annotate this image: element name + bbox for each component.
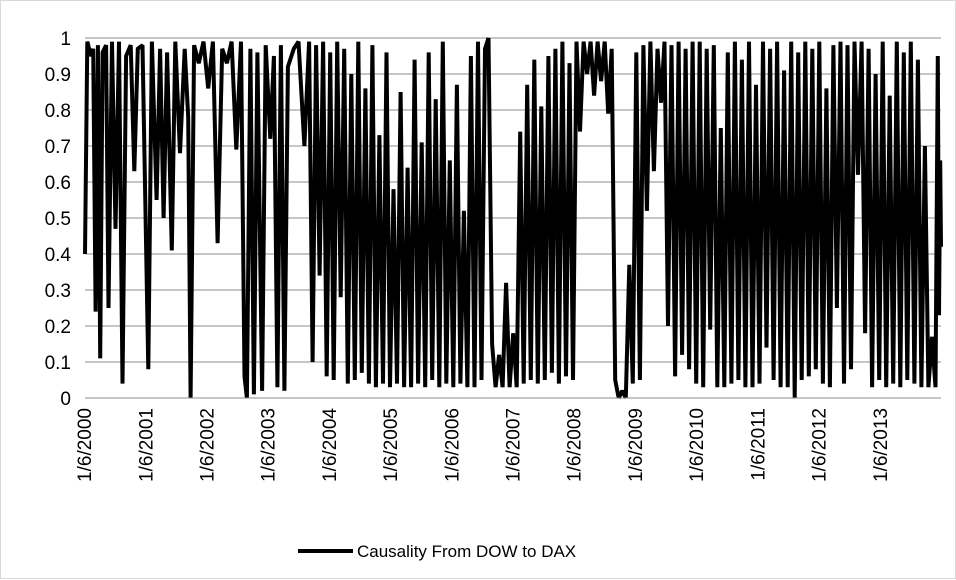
y-tick-label: 0.9 xyxy=(45,65,71,86)
y-tick-label: 1 xyxy=(60,29,71,50)
x-tick-label: 1/6/2007 xyxy=(504,408,525,482)
y-tick-label: 0.5 xyxy=(45,209,71,230)
y-tick-label: 0.2 xyxy=(45,317,71,338)
x-tick-label: 1/6/2002 xyxy=(198,408,219,482)
x-tick-label: 1/6/2005 xyxy=(381,408,402,482)
y-tick-label: 0.1 xyxy=(45,353,71,374)
gridlines xyxy=(85,37,941,363)
y-tick-label: 0.8 xyxy=(45,101,71,122)
series-layer xyxy=(83,37,943,399)
y-axis-tick-labels: 0 0.1 0.2 0.3 0.4 0.5 0.6 0.7 0.8 0.9 1 xyxy=(45,29,72,410)
x-tick-label: 1/6/2010 xyxy=(687,408,708,482)
x-tick-label: 1/6/2008 xyxy=(565,408,586,482)
legend-label: Causality From DOW to DAX xyxy=(357,542,576,561)
legend: Causality From DOW to DAX xyxy=(298,542,576,561)
x-tick-label: 1/6/2012 xyxy=(810,408,831,482)
x-tick-label: 1/6/2003 xyxy=(259,408,280,482)
x-tick-label: 1/6/2006 xyxy=(442,408,463,482)
x-tick-label: 1/6/2000 xyxy=(75,408,96,482)
y-tick-label: 0.7 xyxy=(45,137,71,158)
x-tick-label: 1/6/2009 xyxy=(626,408,647,482)
x-tick-label: 1/6/2004 xyxy=(320,408,341,482)
x-tick-label: 1/6/2001 xyxy=(136,408,157,482)
series-line xyxy=(83,37,943,399)
x-tick-label: 1/6/2013 xyxy=(871,408,892,482)
y-tick-label: 0.3 xyxy=(45,281,71,302)
x-tick-label: 1/6/2011 xyxy=(748,408,769,481)
y-tick-label: 0 xyxy=(60,389,71,410)
y-tick-label: 0.6 xyxy=(45,173,71,194)
x-axis-tick-labels: 1/6/2000 1/6/2001 1/6/2002 1/6/2003 1/6/2004… xyxy=(75,408,892,482)
y-tick-label: 0.4 xyxy=(45,245,72,266)
